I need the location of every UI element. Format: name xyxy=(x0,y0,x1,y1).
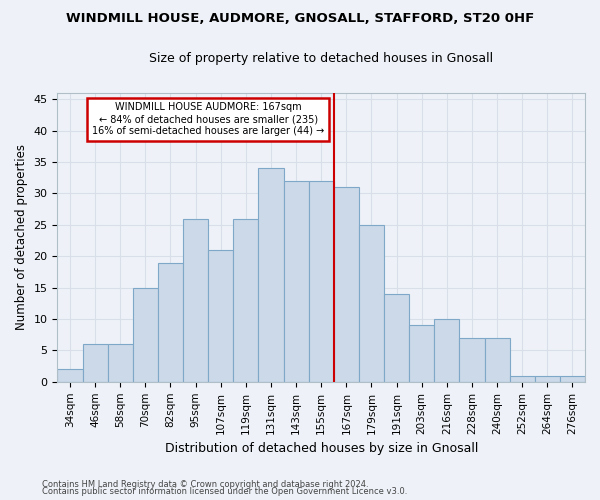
Bar xyxy=(107,344,133,382)
Bar xyxy=(233,218,259,382)
Bar xyxy=(259,168,284,382)
Bar xyxy=(359,225,384,382)
Bar xyxy=(560,376,585,382)
Bar xyxy=(183,218,208,382)
Bar xyxy=(460,338,485,382)
Text: Contains HM Land Registry data © Crown copyright and database right 2024.: Contains HM Land Registry data © Crown c… xyxy=(42,480,368,489)
Bar xyxy=(308,181,334,382)
Bar xyxy=(334,187,359,382)
Bar xyxy=(58,370,83,382)
Bar xyxy=(284,181,308,382)
Bar xyxy=(83,344,107,382)
X-axis label: Distribution of detached houses by size in Gnosall: Distribution of detached houses by size … xyxy=(164,442,478,455)
Bar xyxy=(434,319,460,382)
Bar xyxy=(509,376,535,382)
Bar xyxy=(485,338,509,382)
Bar xyxy=(158,262,183,382)
Bar xyxy=(535,376,560,382)
Bar xyxy=(133,288,158,382)
Text: WINDMILL HOUSE AUDMORE: 167sqm
← 84% of detached houses are smaller (235)
16% of: WINDMILL HOUSE AUDMORE: 167sqm ← 84% of … xyxy=(92,102,324,136)
Bar xyxy=(409,326,434,382)
Title: Size of property relative to detached houses in Gnosall: Size of property relative to detached ho… xyxy=(149,52,493,66)
Text: WINDMILL HOUSE, AUDMORE, GNOSALL, STAFFORD, ST20 0HF: WINDMILL HOUSE, AUDMORE, GNOSALL, STAFFO… xyxy=(66,12,534,26)
Text: Contains public sector information licensed under the Open Government Licence v3: Contains public sector information licen… xyxy=(42,487,407,496)
Bar xyxy=(208,250,233,382)
Y-axis label: Number of detached properties: Number of detached properties xyxy=(15,144,28,330)
Bar xyxy=(384,294,409,382)
